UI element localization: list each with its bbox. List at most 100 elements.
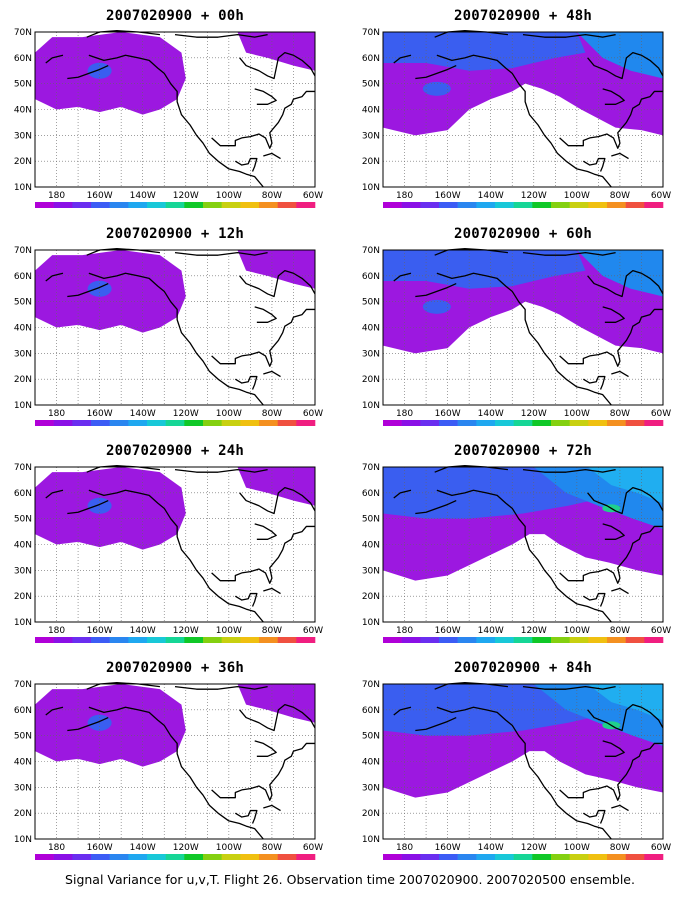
colorbar-swatch (383, 854, 402, 860)
lon-tick-label: 60W (303, 409, 323, 419)
lat-tick-label: 50N (362, 732, 380, 742)
colorbar-swatch (221, 854, 241, 860)
lat-tick-label: 30N (362, 131, 380, 141)
lon-tick-label: 140W (478, 409, 504, 419)
lon-tick-label: 140W (130, 626, 156, 636)
colorbar-swatch (147, 854, 166, 860)
panel-title: 2007020900 + 36h (105, 660, 245, 676)
colorbar-swatch (569, 202, 589, 208)
lat-tick-label: 60N (362, 489, 380, 499)
map-panel-24h: 2007020900 + 24h 70N 60N 50N 40N 30N 20N 10N 18… (10, 443, 340, 658)
colorbar-swatch (569, 637, 589, 643)
colorbar-swatch (457, 202, 477, 208)
lon-tick-label: 80W (262, 626, 282, 636)
colorbar-swatch (513, 202, 533, 208)
lat-tick-label: 20N (362, 157, 380, 167)
colorbar-swatch (383, 202, 402, 208)
lat-tick-label: 30N (362, 349, 380, 359)
lat-tick-label: 60N (362, 272, 380, 282)
colorbar-swatch (532, 420, 552, 426)
colorbar-swatch (439, 854, 458, 860)
colorbar-swatch (203, 420, 222, 426)
lon-tick-label: 60W (303, 626, 323, 636)
map-panel-00h: 2007020900 + 00h 70N 60N 50N 40N 30N 20N 10N 18… (10, 8, 340, 223)
lat-tick-label: 30N (362, 783, 380, 793)
lat-tick-label: 40N (14, 324, 32, 334)
lat-tick-label: 40N (362, 106, 380, 116)
lon-tick-label: 60W (303, 191, 323, 201)
colorbar-swatch (513, 637, 533, 643)
lon-tick-label: 160W (87, 626, 113, 636)
colorbar-swatch (644, 854, 664, 860)
colorbar-swatch (184, 854, 204, 860)
map-panel-12h: 2007020900 + 12h 70N 60N 50N 40N 30N 20N 10N 18… (10, 226, 340, 441)
lon-tick-label: 80W (262, 843, 282, 853)
lat-tick-label: 60N (362, 706, 380, 716)
lon-tick-label: 120W (173, 191, 199, 201)
figure-caption: Signal Variance for u,v,T. Flight 26. Ob… (65, 872, 635, 887)
colorbar-swatch (532, 202, 552, 208)
colorbar-swatch (128, 420, 148, 426)
lat-tick-label: 30N (14, 349, 32, 359)
lat-tick-label: 40N (14, 541, 32, 551)
lon-tick-label: 140W (130, 191, 156, 201)
colorbar-swatch (128, 202, 148, 208)
lon-tick-label: 100W (564, 191, 590, 201)
lon-tick-label: 60W (303, 843, 323, 853)
colorbar-swatch (551, 854, 570, 860)
lat-tick-label: 30N (14, 783, 32, 793)
map-area: 70N 60N 50N 40N 30N 20N 10N 180 160W 140W 120W 100W… (10, 246, 340, 426)
panel-title: 2007020900 + 60h (453, 226, 593, 242)
colorbar-swatch (644, 420, 664, 426)
lat-tick-label: 70N (14, 28, 32, 38)
colorbar-swatch (147, 202, 166, 208)
colorbar-swatch (35, 420, 54, 426)
lat-tick-label: 40N (362, 758, 380, 768)
lon-tick-label: 160W (87, 409, 113, 419)
colorbar-swatch (259, 202, 278, 208)
lat-tick-label: 10N (14, 401, 32, 411)
colorbar-swatch (625, 202, 645, 208)
colorbar-swatch (625, 420, 645, 426)
lon-tick-label: 160W (87, 191, 113, 201)
colorbar-swatch (53, 854, 73, 860)
lon-tick-label: 140W (130, 409, 156, 419)
colorbar-swatch (240, 420, 260, 426)
panel-title: 2007020900 + 12h (105, 226, 245, 242)
map-area: 70N 60N 50N 40N 30N 20N 10N 180 160W 140W 120W 100W… (358, 28, 688, 208)
colorbar-swatch (184, 637, 204, 643)
lat-tick-label: 10N (362, 618, 380, 628)
lat-tick-label: 40N (14, 758, 32, 768)
lat-tick-label: 50N (362, 515, 380, 525)
colorbar-swatch (532, 854, 552, 860)
lon-tick-label: 100W (216, 843, 242, 853)
lon-tick-label: 160W (435, 843, 461, 853)
colorbar-swatch (53, 202, 73, 208)
lon-tick-label: 180 (396, 409, 413, 419)
lat-tick-label: 70N (14, 463, 32, 473)
colorbar-swatch (551, 637, 570, 643)
map-area: 70N 60N 50N 40N 30N 20N 10N 180 160W 140W 120W 100W… (10, 680, 340, 860)
colorbar-swatch (109, 637, 129, 643)
colorbar-swatch (147, 637, 166, 643)
colorbar-swatch (420, 637, 440, 643)
colorbar-swatch (476, 854, 496, 860)
colorbar-swatch (607, 854, 626, 860)
colorbar-swatch (91, 637, 110, 643)
colorbar-swatch (476, 637, 496, 643)
map-area: 70N 60N 50N 40N 30N 20N 10N 180 160W 140W 120W 100W… (358, 463, 688, 643)
lon-tick-label: 180 (48, 626, 65, 636)
lon-tick-label: 100W (564, 626, 590, 636)
lat-tick-label: 30N (14, 566, 32, 576)
lat-tick-label: 50N (14, 732, 32, 742)
lon-tick-label: 100W (564, 843, 590, 853)
colorbar-swatch (495, 637, 514, 643)
colorbar-swatch (203, 202, 222, 208)
colorbar-swatch (296, 420, 316, 426)
lon-tick-label: 160W (435, 626, 461, 636)
colorbar-swatch (35, 202, 54, 208)
lon-tick-label: 120W (521, 409, 547, 419)
colorbar-swatch (457, 420, 477, 426)
colorbar-swatch (72, 202, 92, 208)
colorbar-swatch (439, 637, 458, 643)
